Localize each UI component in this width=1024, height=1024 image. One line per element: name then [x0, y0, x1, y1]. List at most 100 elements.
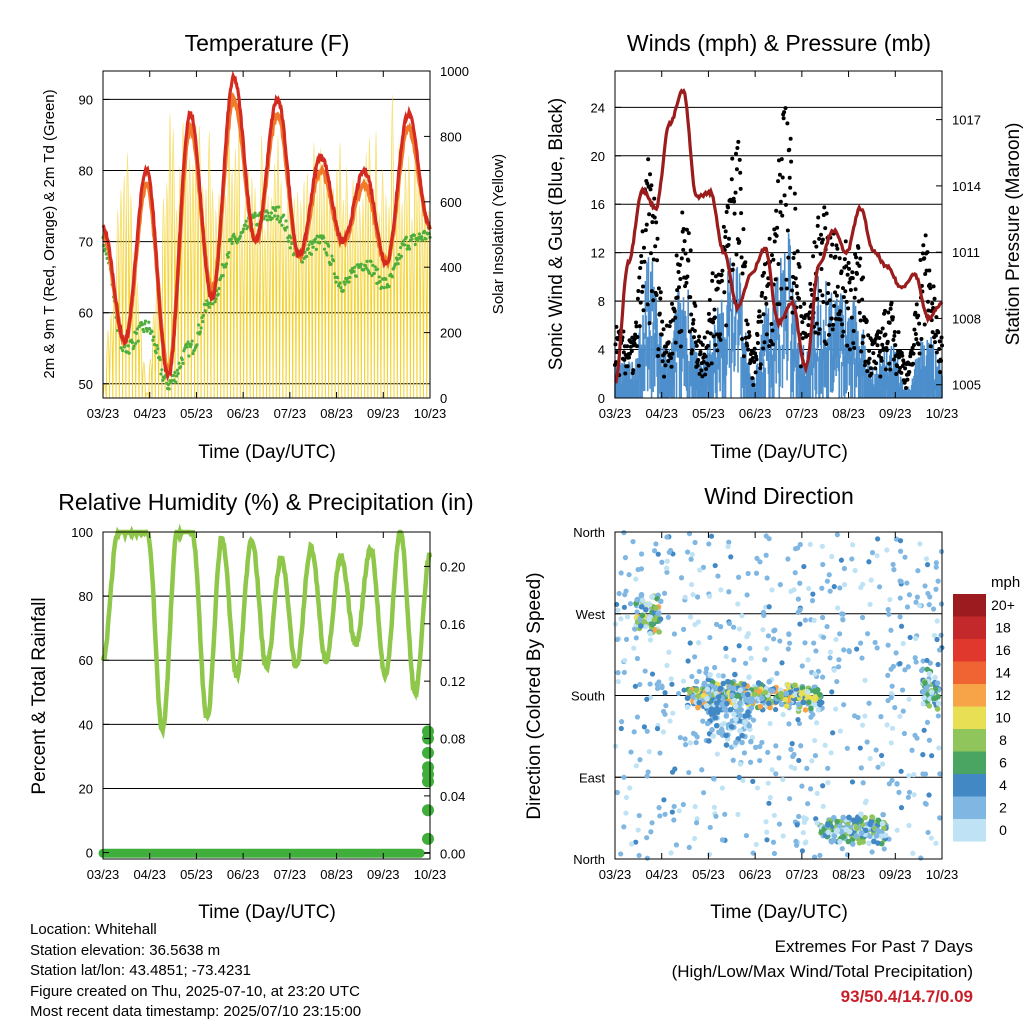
direction-point: [723, 653, 729, 660]
gust-point: [710, 271, 715, 276]
gust-point: [864, 318, 869, 323]
direction-point: [881, 846, 887, 852]
direction-point: [736, 626, 742, 632]
gust-point: [874, 361, 879, 366]
gust-point: [654, 293, 659, 298]
gust-point: [753, 370, 758, 375]
gust-point: [683, 251, 688, 256]
gust-point: [889, 300, 894, 305]
dewpoint-point: [158, 358, 162, 362]
direction-point: [763, 552, 769, 558]
dewpoint-point: [420, 235, 424, 239]
wind-direction-panel: Wind Direction NorthEastSouthWestNorth03…: [524, 483, 1020, 923]
direction-point: [846, 648, 852, 654]
direction-point: [754, 785, 761, 791]
direction-point: [853, 833, 860, 839]
dewpoint-point: [119, 346, 123, 350]
direction-point: [798, 743, 804, 749]
gust-point: [780, 213, 785, 218]
x-tick-label: 10/23: [414, 867, 447, 882]
gust-point: [785, 121, 790, 126]
direction-point: [875, 827, 881, 834]
direction-point: [833, 706, 839, 712]
direction-point: [867, 601, 873, 607]
direction-point: [671, 803, 677, 810]
direction-point: [863, 798, 869, 804]
right-tick-label: 0.08: [440, 732, 465, 747]
left-tick-label: 50: [79, 377, 93, 392]
gust-point: [833, 290, 838, 295]
direction-point: [637, 757, 643, 763]
direction-point: [898, 623, 905, 629]
direction-point: [765, 780, 771, 786]
info-latlon: Station lat/lon: 43.4851; -73.4231: [30, 962, 252, 979]
direction-label: West: [576, 607, 606, 622]
direction-point: [935, 700, 942, 707]
direction-point: [858, 811, 864, 817]
direction-point: [746, 674, 752, 680]
dewpoint-point: [334, 280, 338, 284]
gust-point: [827, 323, 832, 328]
direction-point: [922, 583, 928, 589]
gust-point: [843, 289, 848, 294]
colorbar-label: 14: [995, 665, 1011, 681]
gust-point: [782, 193, 787, 198]
direction-point: [862, 677, 868, 683]
direction-point: [792, 546, 799, 552]
direction-point: [621, 669, 627, 676]
direction-point: [722, 706, 728, 713]
gust-point: [897, 355, 902, 360]
gust-point: [634, 320, 639, 325]
wind-plot-area: [613, 88, 944, 398]
gust-point: [681, 227, 686, 232]
gust-point: [646, 157, 651, 162]
direction-point: [713, 813, 719, 819]
direction-point: [806, 585, 812, 592]
direction-point: [890, 561, 896, 568]
direction-point: [623, 636, 630, 643]
gust-point: [806, 323, 811, 328]
temp-frame: [102, 70, 431, 399]
direction-point: [916, 602, 923, 609]
gust-point: [807, 316, 812, 321]
gust-point: [675, 295, 680, 300]
gust-point: [886, 310, 891, 315]
direction-point: [885, 672, 891, 678]
humidity-line: [100, 523, 433, 740]
gust-point: [666, 340, 671, 345]
gust-point: [852, 345, 857, 350]
dewpoint-point: [143, 322, 147, 326]
direction-point: [684, 695, 691, 702]
x-tick-label: 06/23: [739, 867, 772, 882]
right-tick-label: 1017: [952, 113, 981, 128]
gust-point: [795, 249, 800, 254]
gust-point: [713, 342, 718, 347]
direction-point: [906, 592, 913, 598]
gust-point: [644, 222, 649, 227]
gust-point: [715, 348, 720, 353]
dewpoint-point: [197, 323, 201, 327]
left-tick-label: 20: [79, 781, 93, 796]
dewpoint-point: [207, 305, 211, 309]
direction-point: [730, 624, 737, 630]
gust-point: [732, 199, 737, 204]
direction-point: [623, 794, 630, 801]
x-tick-label: 09/23: [879, 867, 912, 882]
colorbar-label: 8: [999, 732, 1007, 748]
gust-point: [709, 361, 714, 366]
gust-point: [740, 271, 745, 276]
dewpoint-point: [390, 275, 394, 279]
gust-point: [669, 355, 674, 360]
dewpoint-point: [177, 361, 181, 365]
direction-point: [638, 603, 645, 610]
direction-point: [714, 700, 720, 707]
direction-point: [647, 637, 654, 643]
gust-point: [635, 296, 640, 301]
direction-point: [849, 779, 856, 785]
direction-point: [662, 811, 668, 817]
gust-point: [822, 205, 827, 210]
gust-point: [928, 344, 933, 349]
gust-point: [740, 336, 745, 341]
direction-point: [756, 688, 763, 695]
direction-point: [805, 657, 811, 663]
